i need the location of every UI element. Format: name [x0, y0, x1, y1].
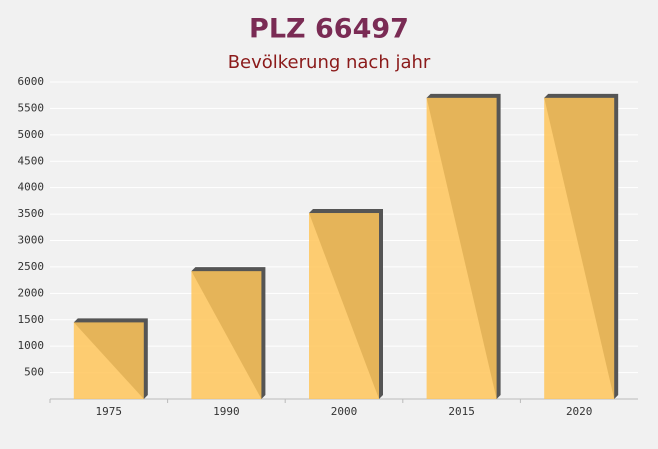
y-tick-label: 5000: [18, 128, 45, 141]
bar: [309, 213, 379, 399]
chart-title: PLZ 66497: [249, 14, 409, 45]
y-tick-label: 1500: [18, 313, 45, 326]
y-tick-label: 4000: [18, 181, 45, 194]
x-tick-label: 1975: [96, 405, 123, 418]
y-tick-label: 6000: [18, 75, 45, 88]
y-tick-label: 3500: [18, 207, 45, 220]
bar: [191, 271, 262, 399]
bar: [426, 97, 497, 399]
y-tick-label: 1000: [18, 339, 45, 352]
y-tick-label: 3000: [18, 234, 45, 247]
chart-subtitle: Bevölkerung nach jahr: [228, 52, 431, 73]
x-tick-label: 1990: [213, 405, 240, 418]
x-tick-label: 2000: [331, 405, 358, 418]
y-tick-label: 5500: [18, 101, 45, 114]
y-tick-label: 2000: [18, 286, 45, 299]
y-tick-label: 2500: [18, 260, 45, 273]
y-tick-label: 4500: [18, 154, 45, 167]
x-tick-label: 2020: [566, 405, 593, 418]
y-tick-label: 500: [24, 366, 44, 379]
bar: [73, 322, 144, 399]
x-tick-label: 2015: [448, 405, 475, 418]
bar: [544, 97, 615, 399]
